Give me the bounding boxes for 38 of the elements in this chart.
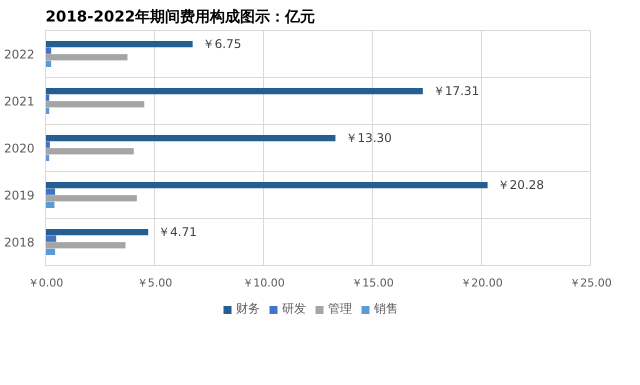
bar bbox=[46, 236, 56, 242]
y-tick-label: 2020 bbox=[4, 142, 35, 156]
bar bbox=[46, 248, 56, 255]
y-tick-label: 2021 bbox=[4, 94, 35, 108]
x-tick-label: ￥5.00 bbox=[136, 276, 172, 290]
y-tick-label: 2018 bbox=[4, 236, 35, 250]
legend-label: 销售 bbox=[374, 300, 398, 318]
bar bbox=[46, 195, 137, 202]
data-label: ￥6.75 bbox=[202, 37, 242, 52]
bar bbox=[46, 41, 193, 48]
y-tick-label: 2022 bbox=[4, 48, 35, 62]
bar bbox=[46, 148, 134, 154]
x-tick-label: ￥0.00 bbox=[28, 276, 64, 290]
legend-label: 研发 bbox=[282, 300, 306, 318]
y-tick-label: 2019 bbox=[4, 188, 35, 202]
bar bbox=[46, 60, 52, 67]
x-tick-label: ￥15.00 bbox=[351, 276, 394, 290]
bar bbox=[46, 48, 52, 54]
bar bbox=[46, 229, 148, 236]
chart-title: 2018-2022年期间费用构成图示：亿元 bbox=[46, 8, 316, 26]
bar bbox=[46, 101, 144, 108]
x-tick-label: ￥20.00 bbox=[460, 276, 503, 290]
data-label: ￥13.30 bbox=[345, 131, 392, 146]
bar bbox=[46, 182, 488, 188]
bar bbox=[46, 202, 54, 208]
data-label: ￥20.28 bbox=[498, 178, 544, 192]
x-tick-label: ￥25.00 bbox=[569, 276, 612, 290]
bar bbox=[46, 54, 128, 60]
legend-label: 管理 bbox=[328, 300, 352, 318]
x-tick-label: ￥10.00 bbox=[242, 276, 285, 290]
data-label: ￥4.71 bbox=[158, 225, 197, 240]
bar bbox=[46, 242, 126, 248]
bar bbox=[46, 188, 56, 195]
legend-label: 财务 bbox=[236, 300, 260, 318]
bar bbox=[46, 135, 336, 142]
data-label: ￥17.31 bbox=[432, 84, 480, 98]
bar bbox=[46, 142, 50, 148]
bar bbox=[46, 88, 423, 94]
